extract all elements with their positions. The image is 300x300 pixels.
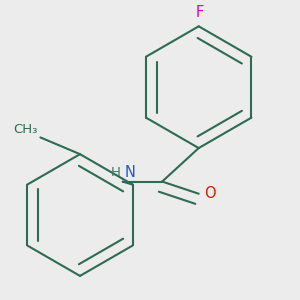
Text: N: N xyxy=(124,165,135,180)
Text: CH₃: CH₃ xyxy=(14,123,38,136)
Text: F: F xyxy=(196,5,204,20)
Text: H: H xyxy=(111,166,121,179)
Text: O: O xyxy=(204,186,216,201)
